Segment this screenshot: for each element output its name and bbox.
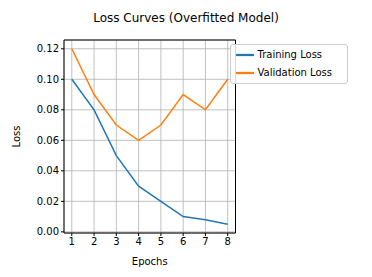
html-text:Validation Loss: Validation Loss <box>257 67 332 78</box>
html-text:Loss Curves (Overfitted Model): Loss Curves (Overfitted Model) <box>93 11 279 25</box>
svg-text:2: 2 <box>91 236 97 247</box>
svg-text:0.00: 0.00 <box>37 226 59 237</box>
svg-text:6: 6 <box>180 236 186 247</box>
svg-text:8: 8 <box>225 236 231 247</box>
svg-text:7: 7 <box>202 236 208 247</box>
svg-text:0.10: 0.10 <box>37 74 59 85</box>
svg-text:4: 4 <box>135 236 141 247</box>
svg-text:Loss: Loss <box>11 126 22 148</box>
svg-text:0.04: 0.04 <box>37 165 59 176</box>
svg-text:0.08: 0.08 <box>37 104 59 115</box>
svg-text:0.12: 0.12 <box>37 43 59 54</box>
svg-text:1: 1 <box>69 236 75 247</box>
svg-text:0.02: 0.02 <box>37 196 59 207</box>
svg-text:0.06: 0.06 <box>37 135 59 146</box>
svg-text:Epochs: Epochs <box>132 256 168 267</box>
svg-text:5: 5 <box>158 236 164 247</box>
svg-text:3: 3 <box>113 236 119 247</box>
html-text:Training Loss: Training Loss <box>257 49 323 60</box>
